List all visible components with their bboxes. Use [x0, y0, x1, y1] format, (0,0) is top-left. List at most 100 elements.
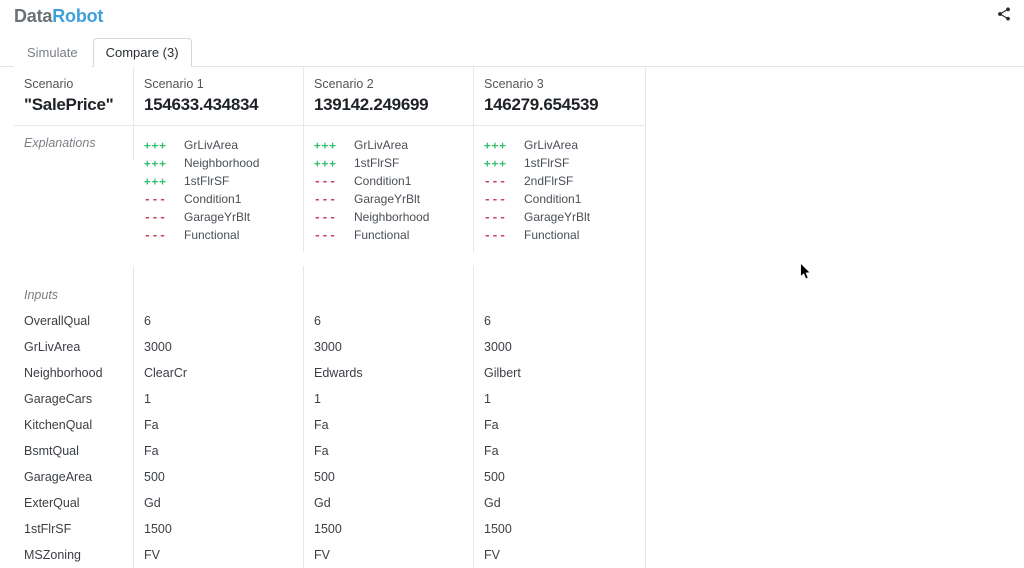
scenario-2-header: Scenario 2 139142.249699 — [304, 67, 474, 125]
brand-part1: Data — [14, 6, 52, 26]
input-value-cell: Fa — [474, 438, 644, 464]
input-value-cell: 3000 — [474, 334, 644, 360]
mouse-cursor-icon — [800, 264, 812, 285]
input-row: MSZoningFVFVFV — [14, 542, 645, 568]
input-value-cell: Edwards — [304, 360, 474, 386]
inputs-header-row: Inputs — [14, 266, 645, 308]
scenario-2-value: 139142.249699 — [314, 95, 463, 115]
inputs-label: Inputs — [24, 288, 58, 302]
explanation-item: ---Condition1 — [314, 174, 463, 188]
explanation-feature: 2ndFlrSF — [524, 174, 573, 188]
input-feature-name: 1stFlrSF — [14, 516, 134, 542]
negative-impact-icon: --- — [314, 229, 348, 242]
input-value-cell: FV — [474, 542, 644, 568]
input-value-cell: Fa — [134, 412, 304, 438]
explanation-feature: Condition1 — [184, 192, 241, 206]
negative-impact-icon: --- — [144, 229, 178, 242]
negative-impact-icon: --- — [144, 211, 178, 224]
header-row: Scenario "SalePrice" Scenario 1 154633.4… — [14, 67, 645, 126]
input-value-cell: Gilbert — [474, 360, 644, 386]
header-scenario-word: Scenario — [24, 77, 123, 91]
input-value-cell: 3000 — [134, 334, 304, 360]
input-value-cell: Fa — [304, 412, 474, 438]
tabs: Simulate Compare (3) — [0, 37, 1024, 67]
positive-impact-icon: +++ — [484, 157, 518, 170]
input-value-cell: Fa — [474, 412, 644, 438]
compare-grid: Scenario "SalePrice" Scenario 1 154633.4… — [14, 67, 646, 568]
input-value-cell: 1500 — [134, 516, 304, 542]
scenario-3-explanations: +++ GrLivArea +++ 1stFlrSF --- 2ndFlrSF --- Con… — [474, 126, 644, 252]
explanation-feature: GrLivArea — [354, 138, 408, 152]
input-value-cell: 6 — [474, 308, 644, 334]
explanations-row: Explanations +++GrLivArea+++Neighborhood… — [14, 126, 645, 266]
explanation-feature: Neighborhood — [184, 156, 259, 170]
positive-impact-icon: +++ — [144, 157, 178, 170]
explanation-item: --- Condition1 — [144, 192, 293, 206]
input-value-cell: Gd — [474, 490, 644, 516]
explanation-feature: Functional — [184, 228, 239, 242]
explanation-feature: GarageYrBlt — [354, 192, 420, 206]
scenario-1-explanations: +++GrLivArea +++ Neighborhood +++ 1stFlrSF --… — [134, 126, 304, 252]
explanation-item: --- Functional — [314, 228, 463, 242]
input-value-cell: 1 — [134, 386, 304, 412]
scenario-2-explanations: +++GrLivArea+++1stFlrSF---Condition1---G… — [304, 126, 474, 252]
brand-logo: DataRobot — [14, 6, 103, 27]
explanation-feature: GrLivArea — [524, 138, 578, 152]
negative-impact-icon: --- — [144, 193, 178, 206]
explanation-item: ---Functional — [484, 228, 634, 242]
input-value-cell: 1 — [304, 386, 474, 412]
explanation-feature: Condition1 — [524, 192, 581, 206]
positive-impact-icon: +++ — [314, 139, 348, 152]
explanation-feature: Neighborhood — [354, 210, 429, 224]
explanation-item: --- GarageYrBlt — [484, 210, 634, 224]
explanations-label: Explanations — [24, 136, 96, 150]
explanation-item: +++ GrLivArea — [314, 138, 463, 152]
share-icon[interactable] — [996, 6, 1012, 27]
input-row: 1stFlrSF150015001500 — [14, 516, 645, 542]
scenario-3-header: Scenario 3 146279.654539 — [474, 67, 644, 125]
input-row: ExterQualGdGdGd — [14, 490, 645, 516]
scenario-1-label: Scenario 1 — [144, 77, 293, 91]
positive-impact-icon: +++ — [144, 175, 178, 188]
explanation-item: ---Neighborhood — [314, 210, 463, 224]
input-value-cell: 6 — [304, 308, 474, 334]
explanation-item: +++ GrLivArea — [484, 138, 634, 152]
input-value-cell: 6 — [134, 308, 304, 334]
explanation-feature: Functional — [354, 228, 409, 242]
input-feature-name: GrLivArea — [14, 334, 134, 360]
input-row: OverallQual666 — [14, 308, 645, 334]
tab-simulate[interactable]: Simulate — [14, 38, 91, 67]
explanation-feature: 1stFlrSF — [184, 174, 229, 188]
input-feature-name: KitchenQual — [14, 412, 134, 438]
positive-impact-icon: +++ — [484, 139, 518, 152]
input-value-cell: Fa — [304, 438, 474, 464]
explanation-item: +++GrLivArea — [144, 138, 293, 152]
explanation-item: +++ 1stFlrSF — [314, 156, 463, 170]
negative-impact-icon: --- — [314, 193, 348, 206]
input-value-cell: FV — [134, 542, 304, 568]
header-target-name: "SalePrice" — [24, 95, 123, 115]
input-feature-name: ExterQual — [14, 490, 134, 516]
input-value-cell: 1 — [474, 386, 644, 412]
positive-impact-icon: +++ — [314, 157, 348, 170]
explanations-label-cell: Explanations — [14, 126, 134, 160]
explanation-feature: GarageYrBlt — [524, 210, 590, 224]
explanation-feature: GrLivArea — [184, 138, 238, 152]
scenario-1-value: 154633.434834 — [144, 95, 293, 115]
explanation-item: --- Condition1 — [484, 192, 634, 206]
explanation-item: +++ 1stFlrSF — [484, 156, 634, 170]
input-value-cell: Gd — [304, 490, 474, 516]
negative-impact-icon: --- — [484, 175, 518, 188]
negative-impact-icon: --- — [484, 193, 518, 206]
explanation-feature: Condition1 — [354, 174, 411, 188]
negative-impact-icon: --- — [484, 211, 518, 224]
scenario-1-header: Scenario 1 154633.434834 — [134, 67, 304, 125]
input-row: NeighborhoodClearCrEdwardsGilbert — [14, 360, 645, 386]
input-feature-name: OverallQual — [14, 308, 134, 334]
explanation-item: --- 2ndFlrSF — [484, 174, 634, 188]
tab-compare[interactable]: Compare (3) — [93, 38, 192, 67]
header-target-cell: Scenario "SalePrice" — [14, 67, 134, 125]
input-value-cell: 500 — [474, 464, 644, 490]
explanation-feature: 1stFlrSF — [354, 156, 399, 170]
explanation-feature: 1stFlrSF — [524, 156, 569, 170]
